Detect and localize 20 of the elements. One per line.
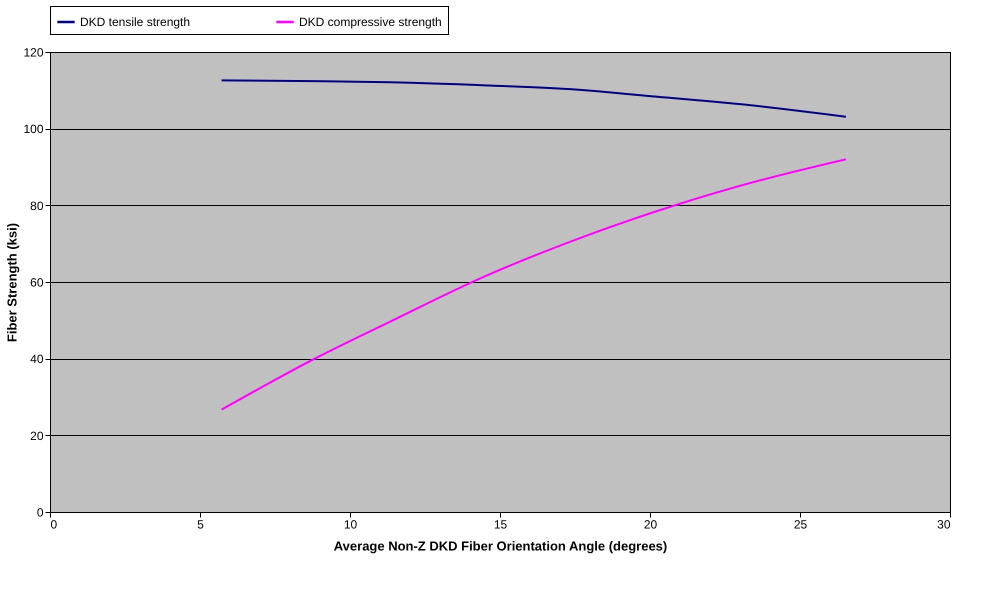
x-tick-label: 5 xyxy=(197,518,204,532)
x-tick-label: 15 xyxy=(494,518,508,532)
y-tick-label: 40 xyxy=(30,352,44,366)
x-tick-label: 0 xyxy=(50,518,58,532)
y-tick-label: 0 xyxy=(36,506,44,520)
x-axis-title: Average Non-Z DKD Fiber Orientation Angle (degrees) xyxy=(334,538,668,554)
y-tick-label: 60 xyxy=(30,276,44,290)
y-tick-label: 20 xyxy=(30,428,44,443)
legend-label: DKD compressive strength xyxy=(299,15,442,29)
y-tick-label: 100 xyxy=(23,122,44,136)
x-tick-label: 10 xyxy=(344,518,358,532)
line-series xyxy=(220,158,847,411)
y-tick-label: 80 xyxy=(30,198,44,213)
y-tick-label: 120 xyxy=(23,46,44,60)
legend-label: DKD tensile strength xyxy=(80,15,190,29)
x-tick-label: 20 xyxy=(644,518,658,532)
x-tick-label: 30 xyxy=(937,518,951,532)
y-axis-title: Fiber Strength (ksi) xyxy=(4,222,20,342)
line-series xyxy=(220,79,847,118)
x-tick-label: 25 xyxy=(794,518,808,532)
